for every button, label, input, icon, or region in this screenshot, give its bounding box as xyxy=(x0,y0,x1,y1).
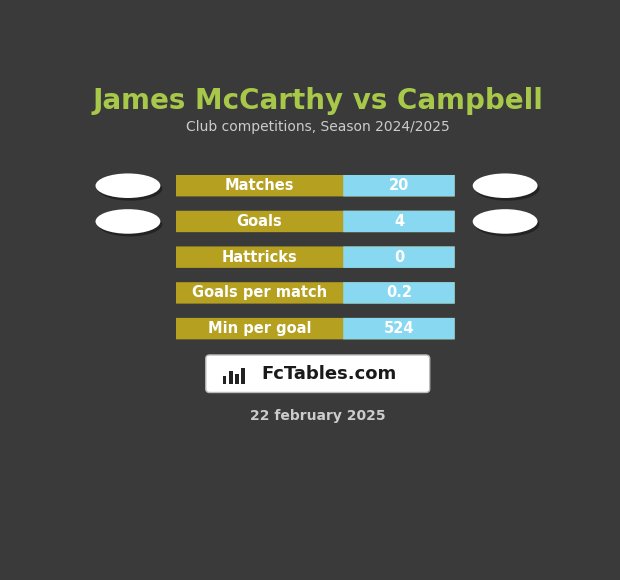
FancyBboxPatch shape xyxy=(223,375,226,383)
FancyBboxPatch shape xyxy=(176,175,454,197)
Text: Hattricks: Hattricks xyxy=(222,249,298,264)
Ellipse shape xyxy=(472,173,538,198)
Text: Goals per match: Goals per match xyxy=(192,285,327,300)
Text: 524: 524 xyxy=(384,321,414,336)
Text: Club competitions, Season 2024/2025: Club competitions, Season 2024/2025 xyxy=(186,119,450,134)
Ellipse shape xyxy=(475,176,539,201)
FancyBboxPatch shape xyxy=(343,175,454,197)
Ellipse shape xyxy=(95,173,161,198)
Text: Matches: Matches xyxy=(225,178,294,193)
FancyBboxPatch shape xyxy=(176,318,454,339)
FancyBboxPatch shape xyxy=(241,368,245,383)
Text: 22 february 2025: 22 february 2025 xyxy=(250,409,386,423)
Ellipse shape xyxy=(472,209,538,234)
FancyBboxPatch shape xyxy=(176,211,454,232)
Ellipse shape xyxy=(97,176,162,201)
Text: Goals: Goals xyxy=(237,214,283,229)
Text: Min per goal: Min per goal xyxy=(208,321,311,336)
Ellipse shape xyxy=(95,209,161,234)
Text: James McCarthy vs Campbell: James McCarthy vs Campbell xyxy=(92,87,543,115)
Text: 4: 4 xyxy=(394,214,404,229)
FancyBboxPatch shape xyxy=(343,246,454,268)
FancyBboxPatch shape xyxy=(176,246,454,268)
FancyBboxPatch shape xyxy=(206,355,430,393)
FancyBboxPatch shape xyxy=(235,374,239,383)
Ellipse shape xyxy=(97,212,162,237)
Text: 20: 20 xyxy=(389,178,409,193)
Text: 0: 0 xyxy=(394,249,404,264)
Text: FcTables.com: FcTables.com xyxy=(261,365,396,383)
FancyBboxPatch shape xyxy=(343,211,454,232)
Ellipse shape xyxy=(475,212,539,237)
FancyBboxPatch shape xyxy=(229,371,232,383)
FancyBboxPatch shape xyxy=(343,318,454,339)
FancyBboxPatch shape xyxy=(343,282,454,303)
Text: 0.2: 0.2 xyxy=(386,285,412,300)
FancyBboxPatch shape xyxy=(176,282,454,303)
